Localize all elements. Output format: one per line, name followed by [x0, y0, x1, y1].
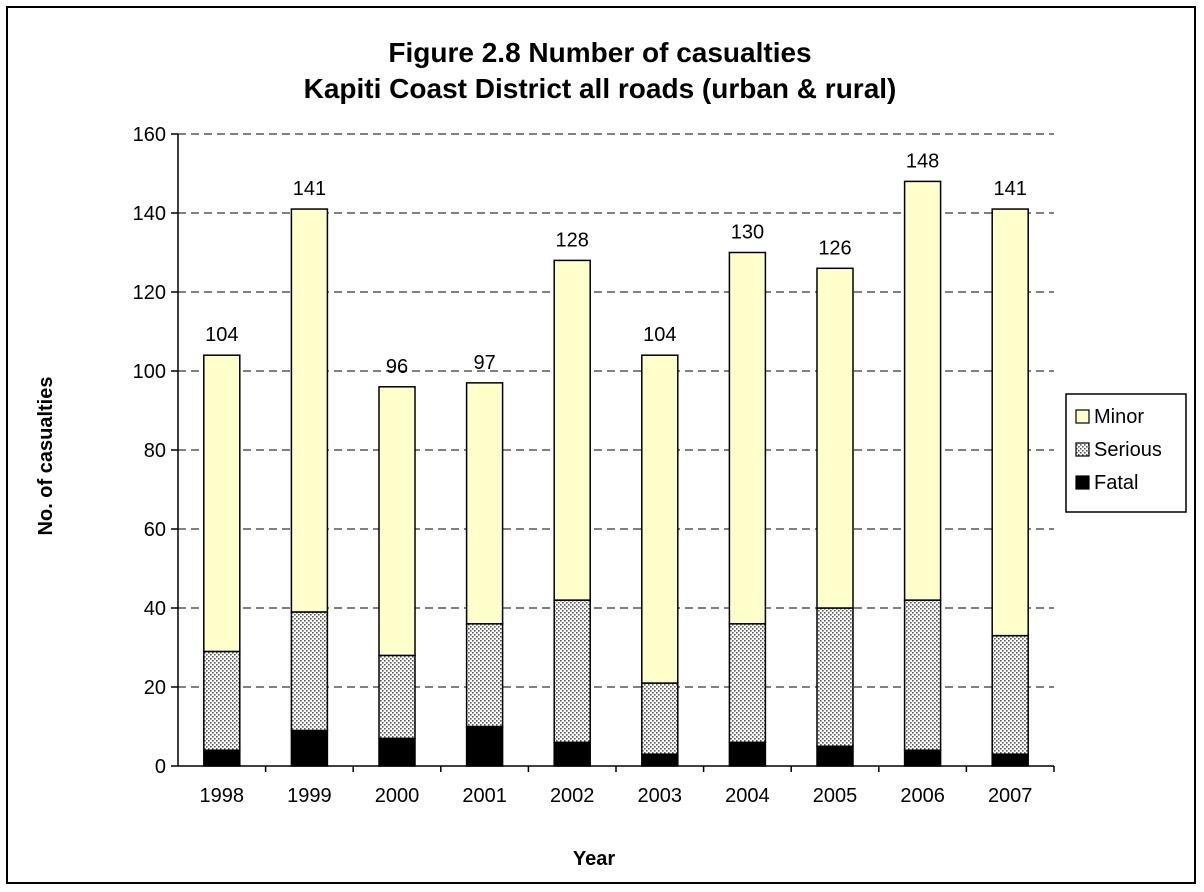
x-tick-label-2004: 2004: [725, 785, 770, 807]
bar-fatal-2002: [553, 741, 591, 767]
bar-fatal-2003: [641, 753, 679, 767]
legend-label-minor: Minor: [1094, 406, 1144, 428]
x-tick-label-2005: 2005: [813, 785, 858, 807]
x-axis-title: Year: [573, 848, 615, 870]
bar-minor-1999: [290, 208, 329, 613]
chart-subtitle: Kapiti Coast District all roads (urban &…: [304, 73, 897, 104]
bar-serious-2001: [465, 623, 504, 728]
total-label-2005: 126: [818, 237, 851, 259]
bar-serious-2006: [903, 599, 942, 751]
legend-label-fatal: Fatal: [1094, 472, 1138, 494]
x-tick-label-1998: 1998: [200, 785, 245, 807]
bar-minor-2004: [728, 251, 767, 625]
bar-minor-2001: [465, 382, 504, 625]
bar-fatal-2001: [465, 725, 504, 767]
total-label-2001: 97: [473, 352, 495, 374]
bar-serious-1998: [203, 650, 241, 751]
x-tick-label-2000: 2000: [375, 785, 420, 807]
bar-minor-2005: [816, 267, 854, 609]
chart-frame: Figure 2.8 Number of casualties Kapiti C…: [6, 6, 1196, 884]
bar-serious-2007: [991, 634, 1029, 755]
y-tick-label: 0: [155, 756, 166, 778]
legend: Minor Serious Fatal: [1065, 393, 1187, 513]
y-axis-title: No. of casualties: [35, 377, 57, 536]
chart-title: Figure 2.8 Number of casualties: [388, 37, 811, 68]
y-tick-label: 60: [144, 519, 166, 541]
bar-fatal-2000: [378, 737, 416, 767]
legend-swatch-serious: [1075, 442, 1090, 457]
total-label-2004: 130: [731, 222, 764, 244]
total-label-2007: 141: [994, 178, 1027, 200]
x-tick-label-2006: 2006: [900, 785, 945, 807]
x-tick-label-2003: 2003: [638, 785, 683, 807]
bar-minor-2006: [903, 180, 942, 601]
bar-fatal-2007: [991, 753, 1029, 767]
bar-minor-2000: [378, 386, 416, 657]
y-tick-label: 120: [133, 282, 166, 304]
total-label-1999: 141: [293, 178, 326, 200]
x-tick-label-1999: 1999: [287, 785, 332, 807]
y-tick-label: 140: [133, 203, 166, 225]
total-label-2002: 128: [556, 229, 589, 251]
bar-serious-2002: [553, 599, 591, 744]
total-label-1998: 104: [205, 324, 238, 346]
x-tick-label-2007: 2007: [988, 785, 1033, 807]
legend-swatch-fatal: [1075, 475, 1090, 490]
plot-area: 0 20 40 60 80 100 120 140 160 104 1998 141 1999 96 200…: [133, 124, 1055, 807]
legend-swatch-minor: [1075, 409, 1090, 424]
bar-serious-2005: [816, 607, 854, 747]
bar-fatal-2004: [728, 741, 767, 767]
bar-minor-2002: [553, 259, 591, 601]
bar-fatal-2005: [816, 745, 854, 767]
y-tick-label: 160: [133, 124, 166, 146]
bar-fatal-1998: [203, 749, 241, 767]
x-tick-label-2001: 2001: [462, 785, 507, 807]
total-label-2000: 96: [386, 356, 408, 378]
y-tick-label: 80: [144, 440, 166, 462]
bar-minor-2003: [641, 354, 679, 684]
legend-label-serious: Serious: [1094, 439, 1162, 461]
casualties-chart: Figure 2.8 Number of casualties Kapiti C…: [35, 37, 1187, 870]
bar-serious-2003: [641, 682, 679, 755]
x-tick-label-2002: 2002: [550, 785, 595, 807]
bar-serious-1999: [290, 611, 329, 732]
y-tick-label: 20: [144, 677, 166, 699]
bar-fatal-2006: [903, 749, 942, 767]
total-label-2003: 104: [643, 324, 676, 346]
total-label-2006: 148: [906, 150, 939, 172]
bar-fatal-1999: [290, 729, 329, 767]
y-tick-label: 40: [144, 598, 166, 620]
bar-minor-1998: [203, 354, 241, 653]
bar-minor-2007: [991, 208, 1029, 637]
bar-serious-2000: [378, 654, 416, 740]
bar-serious-2004: [728, 623, 767, 744]
y-tick-label: 100: [133, 361, 166, 383]
